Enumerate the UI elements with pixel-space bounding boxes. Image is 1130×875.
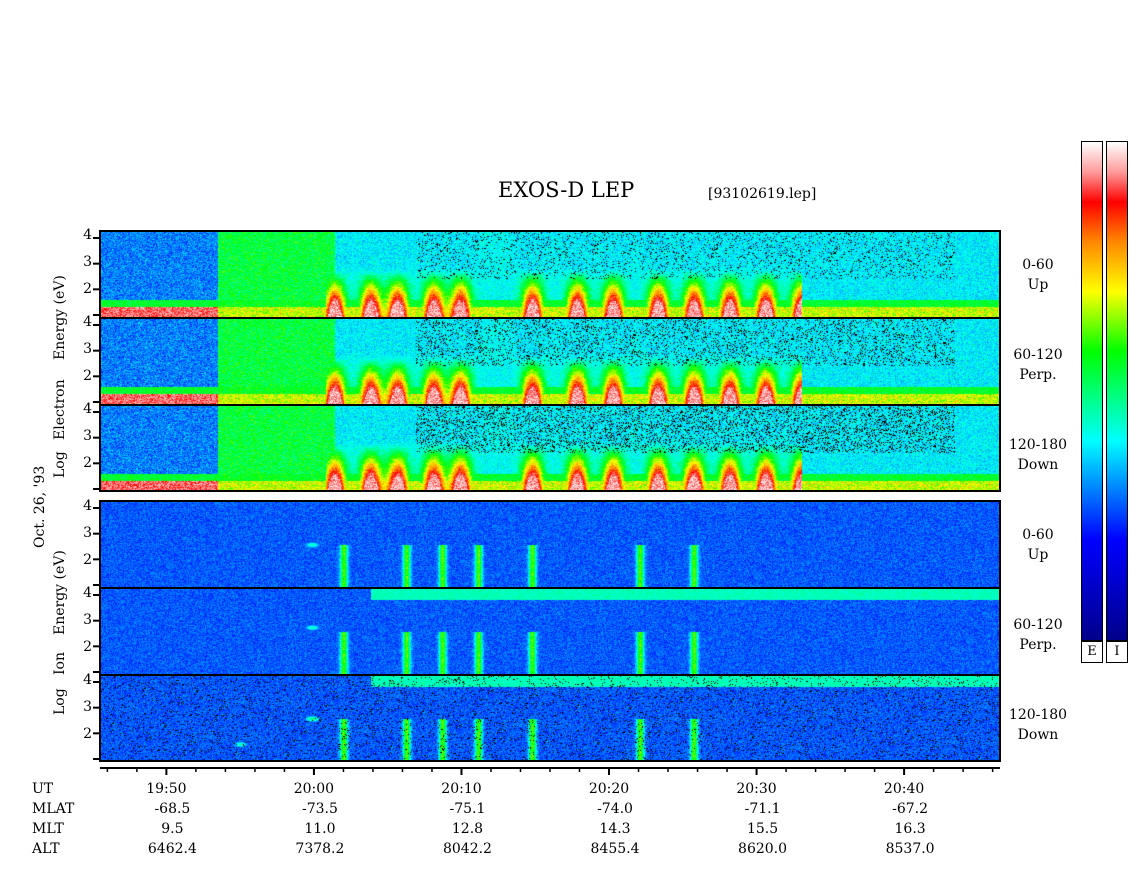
ytick-label: 2: [83, 639, 92, 655]
panel-label-i-perp: 60-120 Perp.: [998, 615, 1078, 655]
x-label-ut: 20:40: [883, 781, 925, 797]
pitch-range: 60-120: [1013, 347, 1063, 363]
x-label-mlt: 12.8: [451, 821, 484, 837]
x-label-ut: 20:20: [588, 781, 630, 797]
x-label-mlat: -74.0: [597, 801, 633, 817]
ytick-label: 3: [83, 699, 92, 715]
ytick-label: 4: [83, 672, 92, 688]
pitch-direction: Perp.: [1019, 367, 1057, 383]
x-label-alt: 8455.4: [590, 841, 640, 857]
spectrogram-panel-ion-perp: [101, 589, 999, 674]
spectrogram-panel-electron-perp: [101, 319, 999, 404]
x-label-ut: 20:30: [736, 781, 777, 797]
x-label-alt: 8620.0: [738, 841, 788, 857]
pitch-range: 0-60: [1022, 257, 1054, 273]
ytick-label: 2: [83, 726, 92, 742]
x-label-ut: 19:50: [146, 781, 187, 797]
ytick-label: 2: [83, 368, 92, 384]
ytick-label: 3: [83, 254, 92, 270]
x-label-mlat: -71.1: [744, 801, 781, 817]
ytick-label: 4: [83, 401, 92, 417]
spectrogram-panel-electron-up: [101, 232, 999, 317]
row-head-alt: ALT: [32, 841, 60, 857]
pitch-direction: Down: [1017, 727, 1059, 743]
pitch-range: 120-180: [1008, 437, 1068, 453]
ytick-label: 4: [83, 498, 92, 514]
ytick-label: 3: [83, 612, 92, 628]
panel-label-e-perp: 60-120 Perp.: [998, 345, 1078, 385]
x-label-mlt: 9.5: [161, 821, 184, 837]
panel-label-i-up: 0-60 Up: [998, 525, 1078, 565]
colorbar-label-i: I: [1106, 641, 1128, 663]
ytick-label: 3: [83, 341, 92, 357]
spectrogram-panel-ion-up: [101, 502, 999, 587]
ytick-label: 3: [83, 525, 92, 541]
pitch-direction: Perp.: [1019, 637, 1057, 653]
x-label-mlt: 15.5: [746, 821, 779, 837]
x-label-ut: 20:00: [293, 781, 335, 797]
pitch-direction: Up: [1027, 547, 1049, 563]
ytick-label: 2: [83, 552, 92, 568]
ytick-label: 4: [83, 314, 92, 330]
ytick-label: 4: [83, 585, 92, 601]
x-label-alt: 8537.0: [885, 841, 935, 857]
x-label-ut: 20:10: [441, 781, 482, 797]
pitch-range: 60-120: [1013, 617, 1063, 633]
spectrogram-panel-electron-down: [101, 406, 999, 491]
x-label-mlt: 14.3: [599, 821, 631, 837]
colorbar-ion: [1106, 141, 1128, 641]
panel-label-i-down: 120-180 Down: [998, 705, 1078, 745]
x-label-mlat: -75.1: [449, 801, 486, 817]
pitch-range: 0-60: [1022, 527, 1054, 543]
colorbar-label-e: E: [1081, 641, 1103, 663]
row-head-ut: UT: [32, 781, 54, 797]
ytick-label: 2: [83, 281, 92, 297]
file-name: [93102619.lep]: [708, 186, 817, 202]
row-head-mlat: MLAT: [32, 801, 75, 817]
electron-frame: [99, 230, 1001, 492]
chart-title: EXOS-D LEP: [498, 178, 635, 202]
x-label-mlt: 16.3: [894, 821, 926, 837]
x-label-mlat: -73.5: [301, 801, 338, 817]
ytick-label: 2: [83, 455, 92, 471]
x-label-mlt: 11.0: [304, 821, 336, 837]
x-label-mlat: -68.5: [154, 801, 191, 817]
spectrogram-panel-ion-down: [101, 676, 999, 761]
x-label-mlat: -67.2: [892, 801, 929, 817]
x-label-alt: 8042.2: [442, 841, 492, 857]
colorbar-electron: [1081, 141, 1103, 641]
panel-label-e-up: 0-60 Up: [998, 255, 1078, 295]
ytick-label: 4: [83, 227, 92, 243]
pitch-direction: Down: [1017, 457, 1059, 473]
row-head-mlt: MLT: [32, 821, 64, 837]
x-label-alt: 6462.4: [147, 841, 197, 857]
ion-frame: [99, 500, 1001, 762]
panel-label-e-down: 120-180 Down: [998, 435, 1078, 475]
ytick-label: 3: [83, 428, 92, 444]
pitch-range: 120-180: [1008, 707, 1068, 723]
x-label-alt: 7378.2: [295, 841, 345, 857]
pitch-direction: Up: [1027, 277, 1049, 293]
